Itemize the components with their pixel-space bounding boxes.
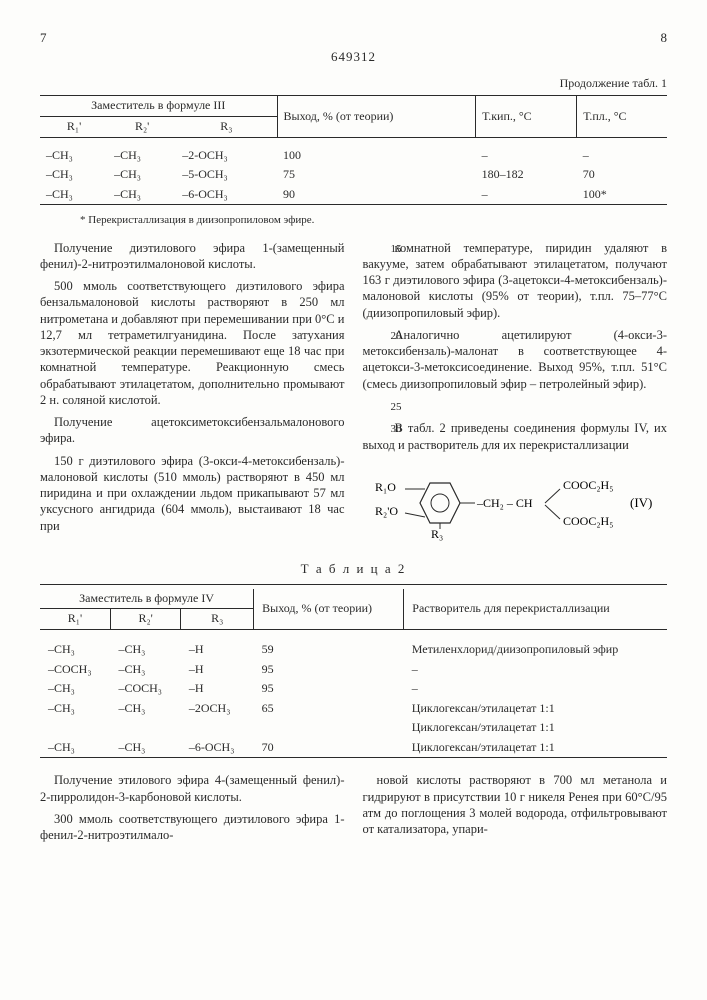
table-row: –CH₃–CH₃–6-OCH₃70Циклогексан/этилацетат … bbox=[40, 738, 667, 758]
line-mark: 30 bbox=[377, 422, 391, 436]
t1-col-r1: R₁' bbox=[40, 116, 108, 137]
para: Получение диэтилового эфира 1-(замещенны… bbox=[40, 240, 345, 273]
page-numbers: 7 8 bbox=[40, 30, 667, 47]
formula-svg: R₁O R₂'O R₃ –CH₂ – CH COOC₂H₅ COOC₂H₅ (I… bbox=[375, 463, 655, 543]
para: 300 ммоль соответствующего диэтилового э… bbox=[40, 811, 345, 844]
label-cooc2h5b: COOC₂H₅ bbox=[563, 514, 613, 528]
t2-col-r3: R₃ bbox=[181, 609, 254, 630]
t1-header-group: Заместитель в формуле III bbox=[40, 96, 277, 117]
t2-col-solvent: Растворитель для перекристаллизации bbox=[404, 589, 667, 630]
t1-col-tmp: Т.пл., °C bbox=[577, 96, 667, 137]
t2-col-r2: R₂' bbox=[110, 609, 180, 630]
line-mark: 20 bbox=[377, 329, 391, 343]
bottom-columns: Получение этилового эфира 4-(замещенный … bbox=[40, 772, 667, 849]
t1-col-r2: R₂' bbox=[108, 116, 176, 137]
line-mark: 15 bbox=[377, 242, 391, 256]
t1-col-yield: Выход, % (от теории) bbox=[277, 96, 476, 137]
t2-col-yield: Выход, % (от теории) bbox=[254, 589, 404, 630]
table2-caption: Т а б л и ц а 2 bbox=[40, 561, 667, 578]
line-mark: 25 bbox=[377, 400, 391, 414]
formula-iv: R₁O R₂'O R₃ –CH₂ – CH COOC₂H₅ COOC₂H₅ (I… bbox=[363, 463, 668, 543]
label-ch2: –CH₂ – CH bbox=[476, 496, 533, 510]
t2-header-group: Заместитель в формуле IV bbox=[40, 589, 254, 609]
table1-continuation: Продолжение табл. 1 bbox=[40, 76, 667, 92]
label-r1o: R₁O bbox=[375, 480, 396, 494]
page-right: 8 bbox=[661, 30, 668, 47]
table-row: –CH₃–CH₃–H59Метиленхлорид/диизопропиловы… bbox=[40, 640, 667, 660]
label-r3: R₃ bbox=[431, 527, 443, 541]
table1-footnote: * Перекристаллизация в диизопропиловом э… bbox=[80, 213, 667, 227]
right-column: 15комнатной температуре, пиридин удаляют… bbox=[363, 240, 668, 553]
t1-col-r3: R₃ bbox=[176, 116, 277, 137]
bottom-left-column: Получение этилового эфира 4-(замещенный … bbox=[40, 772, 345, 849]
table-row: –COCH₃–CH₃–H95– bbox=[40, 660, 667, 680]
para: Получение этилового эфира 4-(замещенный … bbox=[40, 772, 345, 805]
table-row: –CH₃–COCH₃–H95– bbox=[40, 679, 667, 699]
label-cooc2h5a: COOC₂H₅ bbox=[563, 478, 613, 492]
table-row: –CH₃–CH₃–5-OCH₃75180–18270 bbox=[40, 165, 667, 185]
t2-col-r1: R₁' bbox=[40, 609, 110, 630]
para: новой кислоты растворяют в 700 мл метано… bbox=[363, 772, 668, 837]
para: 30В табл. 2 приведены соединения формулы… bbox=[363, 420, 668, 453]
body-columns: Получение диэтилового эфира 1-(замещенны… bbox=[40, 240, 667, 553]
table-row: –CH₃–CH₃–2-OCH₃100–– bbox=[40, 146, 667, 166]
para: 15комнатной температуре, пиридин удаляют… bbox=[363, 240, 668, 321]
left-column: Получение диэтилового эфира 1-(замещенны… bbox=[40, 240, 345, 553]
table-row: Циклогексан/этилацетат 1:1 bbox=[40, 718, 667, 738]
para: 25 bbox=[363, 398, 668, 414]
table-1: Заместитель в формуле III Выход, % (от т… bbox=[40, 95, 667, 209]
formula-number: (IV) bbox=[630, 495, 652, 510]
document-number: 649312 bbox=[40, 49, 667, 66]
bottom-right-column: новой кислоты растворяют в 700 мл метано… bbox=[363, 772, 668, 849]
table-row: –CH₃–CH₃–6-OCH₃90–100* bbox=[40, 185, 667, 205]
para: 20Аналогично ацетилируют (4-окси-3-меток… bbox=[363, 327, 668, 392]
t1-col-tbp: Т.кип., °C bbox=[476, 96, 577, 137]
para: 150 г диэтилового эфира (3-окси-4-метокс… bbox=[40, 453, 345, 534]
para: Получение ацетоксиметоксибензальмалоново… bbox=[40, 414, 345, 447]
table-2: Заместитель в формуле IV Выход, % (от те… bbox=[40, 584, 667, 763]
page-left: 7 bbox=[40, 30, 47, 47]
para: 500 ммоль соответствующего диэтилового э… bbox=[40, 278, 345, 408]
label-r2o: R₂'O bbox=[375, 504, 398, 518]
table-row: –CH₃–CH₃–2OCH₃65Циклогексан/этилацетат 1… bbox=[40, 699, 667, 719]
